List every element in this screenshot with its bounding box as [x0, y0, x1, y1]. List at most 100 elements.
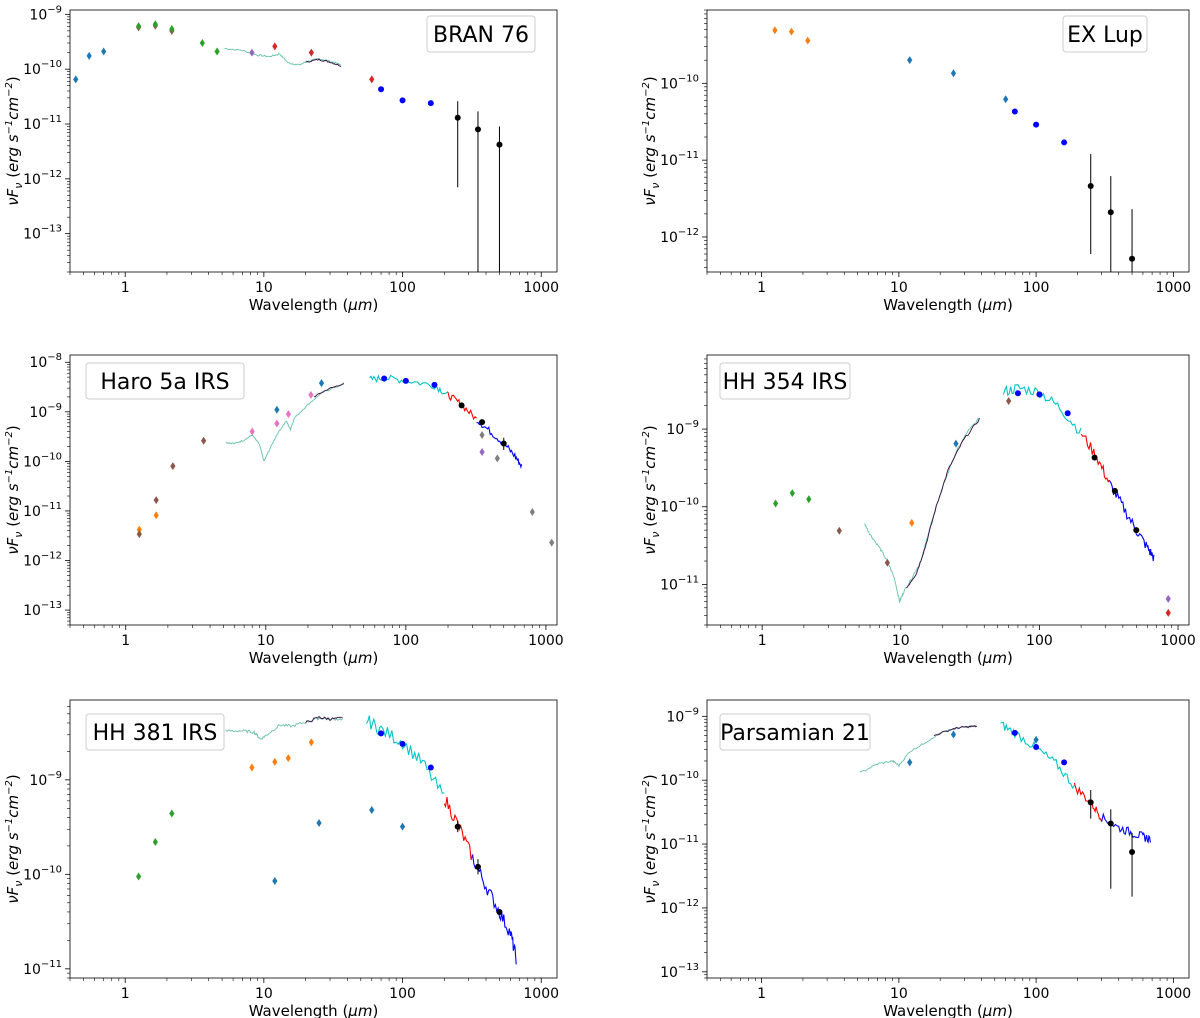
data-point-circle: [474, 126, 481, 133]
panel-ex-lup: 1 10 100 1000 10−12 10−11 10−10 Wavelength (μm)…: [641, 9, 1192, 314]
data-point-circle: [496, 908, 503, 915]
spectrum-irs: [224, 47, 342, 66]
data-point-diamond: [950, 730, 957, 739]
data-point-diamond: [199, 39, 205, 48]
plot-area: [136, 374, 555, 547]
spectrum-irs: [225, 383, 344, 462]
spectrum-irs-dark: [305, 58, 342, 68]
title-box: [426, 15, 536, 53]
x-tick-label: 10: [890, 986, 908, 1002]
y-tick-label: 10−11: [23, 959, 62, 978]
plot-area: [772, 383, 1171, 617]
panel-hh-354-irs: 1 10 100 1000 10−11 10−10 10−9 Wavelength (μm) ν…: [641, 354, 1196, 667]
plot-area: [772, 26, 1136, 272]
data-point-diamond: [1165, 608, 1171, 617]
x-tick-label: 1: [121, 280, 130, 296]
data-point-circle: [1061, 139, 1068, 146]
y-tick-label: 10−13: [23, 224, 62, 243]
plot-frame: [69, 699, 558, 979]
data-point-circle: [427, 764, 434, 771]
data-point-circle: [399, 740, 406, 747]
plot-frame: [706, 699, 1190, 979]
y-tick-label: 10−10: [23, 864, 62, 883]
data-point-circle: [1061, 759, 1068, 766]
data-point-circle: [378, 86, 385, 93]
y-tick-label: 10−10: [23, 59, 62, 78]
spectrum-spec-cyan: [1002, 383, 1082, 434]
spectrum-spec-cyan: [366, 715, 445, 794]
data-point-diamond: [772, 499, 779, 508]
data-point-circle: [1033, 744, 1040, 751]
y-tick-label: 10−12: [23, 169, 62, 188]
data-point-circle: [454, 114, 461, 121]
y-axis-label: νFν (erg s−1cm−2): [4, 425, 25, 555]
data-point-diamond: [316, 818, 322, 827]
data-point-circle: [458, 402, 465, 409]
data-point-diamond: [152, 20, 158, 29]
plot-frame: [706, 9, 1190, 273]
data-point-circle: [1111, 487, 1118, 494]
data-point-diamond: [772, 26, 778, 35]
x-tick-label: 100: [389, 986, 416, 1002]
spectrum-spec-blue: [1108, 480, 1155, 562]
y-tick-label: 10−11: [23, 501, 62, 520]
y-tick-label: 10−10: [660, 770, 699, 789]
x-tick-label: 1: [758, 633, 767, 649]
plot-frame: [69, 354, 558, 626]
title-box: [1062, 15, 1148, 53]
y-tick-label: 10−13: [660, 962, 699, 981]
x-tick-label: 1: [757, 280, 766, 296]
spectrum-spec-blue: [472, 854, 517, 965]
data-point-circle: [1129, 255, 1136, 262]
data-point-diamond: [152, 837, 158, 846]
x-tick-label: 10: [892, 633, 910, 649]
data-point-circle: [1064, 410, 1071, 417]
data-point-circle: [479, 419, 486, 426]
data-point-diamond: [1006, 397, 1012, 406]
data-point-diamond: [308, 390, 314, 399]
data-point-diamond: [529, 508, 535, 517]
plot-area: [73, 20, 503, 272]
data-point-diamond: [136, 872, 142, 881]
x-tick-label: 1000: [1160, 633, 1196, 649]
data-point-diamond: [201, 436, 207, 445]
data-point-circle: [1011, 108, 1018, 115]
y-tick-label: 10−10: [660, 73, 699, 92]
data-point-circle: [427, 100, 434, 107]
data-point-diamond: [249, 763, 255, 772]
spectrum-irs: [225, 717, 343, 740]
x-tick-label: 100: [392, 633, 419, 649]
data-point-diamond: [153, 496, 159, 505]
plot-area: [859, 721, 1151, 897]
x-axis-label: Wavelength (μm): [249, 649, 379, 667]
data-point-diamond: [953, 439, 959, 448]
title-box: [719, 362, 851, 400]
data-point-diamond: [789, 489, 795, 498]
x-tick-label: 1: [757, 986, 766, 1002]
y-tick-label: 10−11: [660, 834, 699, 853]
data-point-diamond: [1003, 95, 1009, 104]
y-axis-label: νFν (erg s−1cm−2): [641, 774, 662, 904]
data-point-diamond: [274, 419, 280, 428]
data-point-circle: [378, 730, 385, 737]
panel-title: HH 381 IRS: [93, 721, 218, 746]
data-point-diamond: [169, 25, 175, 34]
spectrum-irs-dark: [305, 715, 343, 724]
x-tick-label: 100: [389, 280, 416, 296]
data-point-circle: [1033, 121, 1040, 128]
data-point-circle: [1087, 799, 1094, 806]
data-point-circle: [454, 823, 461, 830]
spectrum-irs: [864, 417, 980, 604]
data-point-circle: [1036, 391, 1043, 398]
panel-parsamian-21: 1 10 100 1000 10−13 10−12 10−11 10−10 10−9 Wavele…: [641, 699, 1192, 1018]
x-tick-label: 1000: [1156, 280, 1192, 296]
data-point-diamond: [369, 75, 375, 84]
y-tick-label: 10−9: [666, 706, 699, 725]
data-point-circle: [431, 381, 438, 388]
y-tick-label: 10−10: [660, 497, 699, 516]
spectrum-irs-dark: [933, 725, 977, 736]
data-point-diamond: [950, 69, 957, 78]
data-point-circle: [381, 375, 388, 382]
x-tick-label: 1000: [1156, 986, 1192, 1002]
title-box: [85, 713, 225, 751]
